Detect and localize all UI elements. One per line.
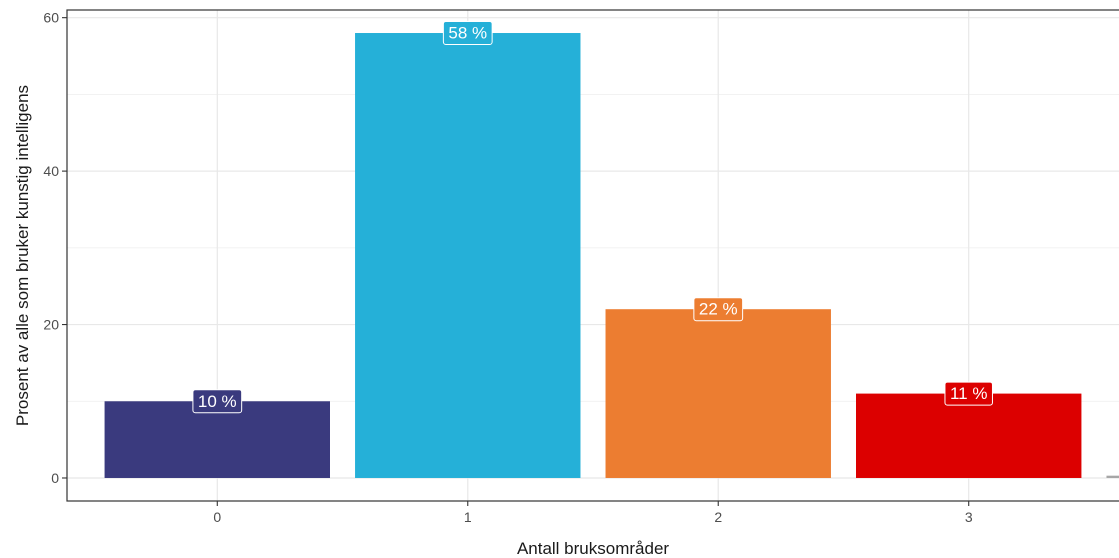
x-axis-ticks: 01234: [213, 501, 973, 525]
bar-data-label: 11 %: [944, 381, 993, 406]
x-tick-label: 0: [213, 509, 221, 525]
bar-label-text: 11 %: [950, 384, 988, 403]
bar-data-label: 58 %: [442, 21, 493, 46]
y-tick-label: 60: [43, 10, 59, 26]
bar-label-text: 10 %: [198, 392, 237, 411]
y-axis-title: Prosent av alle som bruker kunstig intel…: [13, 85, 32, 426]
bar: [856, 393, 1082, 478]
bar-label-box: [944, 381, 993, 406]
bar-data-labels: 10 %58 %22 %11 %0 %: [192, 21, 993, 414]
bars: [104, 33, 1119, 478]
bar: [605, 309, 831, 478]
panel-border: [66, 9, 1119, 502]
x-tick-label: 1: [464, 509, 472, 525]
bar-data-label: 22 %: [693, 297, 744, 322]
x-axis-title: Antall bruksområder: [517, 539, 669, 558]
bar: [104, 401, 330, 478]
bar-data-label: 10 %: [192, 389, 243, 414]
bar-label-text: 22 %: [699, 300, 738, 319]
bar-label-box: [192, 389, 243, 414]
bar: [1106, 475, 1119, 478]
bar-label-text: 58 %: [448, 24, 487, 43]
x-tick-label: 2: [714, 509, 722, 525]
y-axis-ticks: 0 20 40 60: [43, 10, 67, 486]
y-tick-label: 0: [51, 470, 59, 486]
bar-label-box: [442, 21, 493, 46]
bar-label-box: [693, 297, 744, 322]
y-tick-label: 40: [43, 163, 59, 179]
x-tick-label: 3: [965, 509, 973, 525]
y-tick-label: 20: [43, 317, 59, 333]
bar: [355, 33, 581, 478]
